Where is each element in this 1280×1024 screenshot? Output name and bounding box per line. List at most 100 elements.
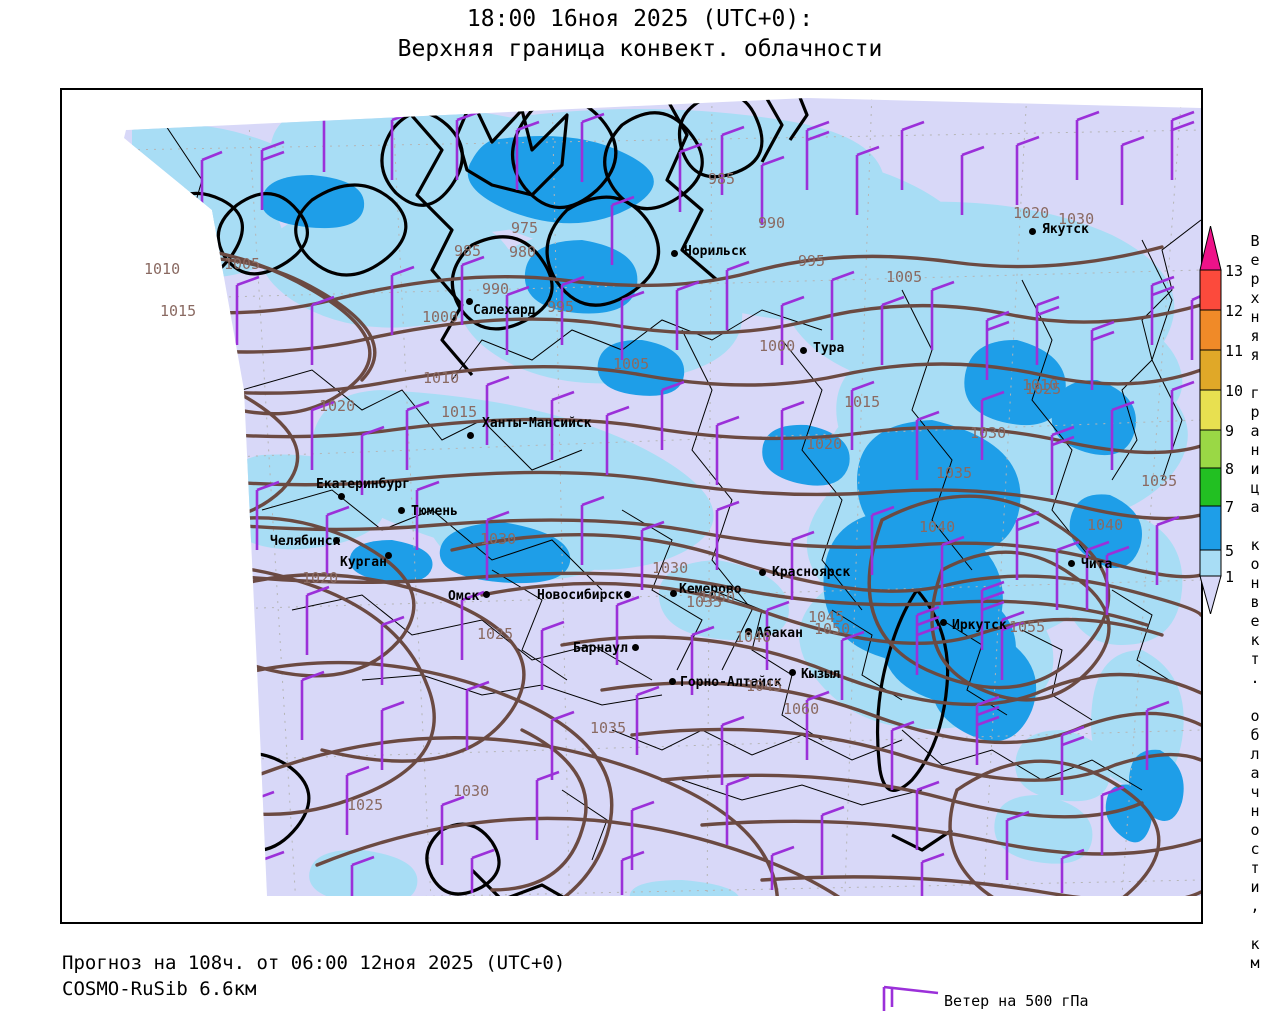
city-dot (632, 644, 639, 651)
isobar-label: 1030 (480, 530, 517, 548)
isobar-label: 1000 (422, 308, 459, 326)
isobar-label: 1035 (686, 593, 723, 611)
city-label: Салехард (473, 303, 536, 318)
city-dot (745, 628, 752, 635)
isobar-label: 1050 (814, 620, 851, 638)
colorbar-tick-10: 10 (1225, 382, 1244, 400)
isobar-label: 1060 (783, 700, 820, 718)
city-label: Якутск (1042, 222, 1089, 237)
model-domain (124, 98, 1201, 896)
isobar-label: 1020 (1013, 204, 1050, 222)
city-label: Тура (813, 341, 845, 356)
city-dot (483, 591, 490, 598)
city-dot (338, 493, 345, 500)
city-label: Кызыл (801, 667, 841, 682)
city-dot (671, 250, 678, 257)
wind-barbs (124, 102, 1201, 896)
city-dot (467, 432, 474, 439)
city-dot (1068, 560, 1075, 567)
city-label: Горно-Алтайск (680, 675, 782, 690)
city-dot (669, 678, 676, 685)
isobar-label: 1015 (160, 302, 197, 320)
city-dot (333, 537, 340, 544)
isobar-label: 985 (454, 242, 482, 260)
isobar-label: 1045 (746, 677, 783, 695)
colorbar-tick-11: 11 (1225, 342, 1244, 360)
colorbar-tick-7: 7 (1225, 498, 1235, 516)
isobar-label: 975 (511, 219, 539, 237)
isobar-label: 1015 (441, 403, 478, 421)
isobar-label: 1030 (453, 782, 490, 800)
city-label: Тюмень (411, 504, 458, 519)
isobar-label: 1005 (224, 255, 261, 273)
isobar-label: 1020 (806, 435, 843, 453)
isobar-label: 1025 (347, 796, 384, 814)
city-label: Кемерово (679, 582, 742, 597)
city-label: Абакан (756, 626, 803, 641)
isobar-label: 1040 (919, 518, 956, 536)
wind-legend-symbol (882, 985, 939, 1011)
isobar-label: 1000 (759, 337, 796, 355)
city-dot (624, 591, 631, 598)
isobar-label: 1025 (1025, 380, 1062, 398)
isobar-label: 1035 (936, 464, 973, 482)
colorbar-tick-1: 1 (1225, 568, 1235, 586)
colorbar-swatches (1199, 225, 1222, 616)
title-parameter: Верхняя граница конвект. облачности (397, 36, 883, 62)
colorbar-tick-9: 9 (1225, 422, 1235, 440)
isobar-label: 990 (758, 214, 786, 232)
footer: Прогноз на 108ч. от 06:00 12ноя 2025 (UT… (62, 950, 1212, 1002)
city-label: Челябинск (270, 534, 341, 549)
city-dot (759, 569, 766, 576)
city-label: Барнаул (573, 641, 628, 656)
isobar-label: 995 (798, 252, 826, 270)
map-canvas (62, 90, 1201, 922)
city-dot (789, 669, 796, 676)
isobar-label: 980 (509, 243, 537, 261)
isobar-label: 1005 (886, 268, 923, 286)
title-timestamp: 18:00 16ноя 2025 (UTC+0): (466, 6, 814, 32)
isobar-label: 1025 (477, 625, 514, 643)
isobar-label: 1020 (319, 397, 356, 415)
city-dot (670, 590, 677, 597)
city-dot (466, 298, 473, 305)
isobar-label: 1005 (613, 355, 650, 373)
isobar-label: 1055 (1009, 618, 1046, 636)
isobar-label: 995 (547, 298, 575, 316)
isobar-label: 985 (708, 170, 736, 188)
isobar-label: 1050 (699, 588, 736, 606)
colorbar-tick-5: 5 (1225, 542, 1235, 560)
isobar-label: 990 (482, 280, 510, 298)
city-label: Красноярск (772, 565, 851, 580)
isobar-label: 1010 (144, 260, 181, 278)
wind-legend-label: Ветер на 500 гПа (944, 992, 1089, 1010)
city-dot (1029, 228, 1036, 235)
isobar-label: 1030 (1058, 210, 1095, 228)
city-dot (940, 619, 947, 626)
colorbar[interactable]: 13 12 11 10 9 8 7 5 1 (1199, 225, 1243, 616)
weather-map[interactable]: Якутск Норильск Тура Салехард Ханты-Мансийск… (60, 88, 1203, 924)
city-label: Иркутск (952, 618, 1007, 633)
model-info: COSMO-RuSib 6.6км (62, 978, 257, 1000)
isobar-label: 1010 (1022, 376, 1059, 394)
city-label: Чита (1081, 557, 1113, 572)
city-dot (385, 552, 392, 559)
isobar-label: 1030 (652, 559, 689, 577)
city-label: Омск (448, 589, 480, 604)
colorbar-axis-label: Верхняя граница конвект. облачности, км (1246, 232, 1264, 973)
city-label: Новосибирск (537, 588, 624, 603)
city-dot (800, 347, 807, 354)
colorbar-tick-13: 13 (1225, 262, 1244, 280)
city-dot (398, 507, 405, 514)
forecast-info: Прогноз на 108ч. от 06:00 12ноя 2025 (UT… (62, 952, 566, 974)
colorbar-tick-12: 12 (1225, 302, 1244, 320)
isobar-label: 1030 (970, 424, 1007, 442)
isobar-label: 1020 (302, 569, 339, 587)
isobar-label: 1040 (735, 628, 772, 646)
chart-title: 18:00 16ноя 2025 (UTC+0): Верхняя границ… (0, 4, 1280, 64)
colorbar-tick-8: 8 (1225, 460, 1235, 478)
isobar-label: 1010 (423, 369, 460, 387)
city-label: Екатеринбург (316, 477, 410, 492)
isobar-label: 1045 (808, 608, 845, 626)
city-label: Норильск (684, 244, 747, 259)
